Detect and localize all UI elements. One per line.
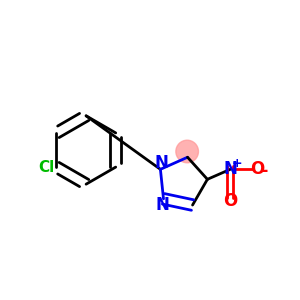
- Text: N: N: [155, 196, 169, 214]
- Text: +: +: [232, 158, 242, 170]
- Text: Cl: Cl: [38, 160, 54, 175]
- Text: O: O: [223, 192, 237, 210]
- Text: -: -: [261, 162, 269, 180]
- Circle shape: [176, 140, 198, 163]
- Text: N: N: [155, 154, 169, 172]
- Text: O: O: [250, 160, 264, 178]
- Text: N: N: [223, 160, 237, 178]
